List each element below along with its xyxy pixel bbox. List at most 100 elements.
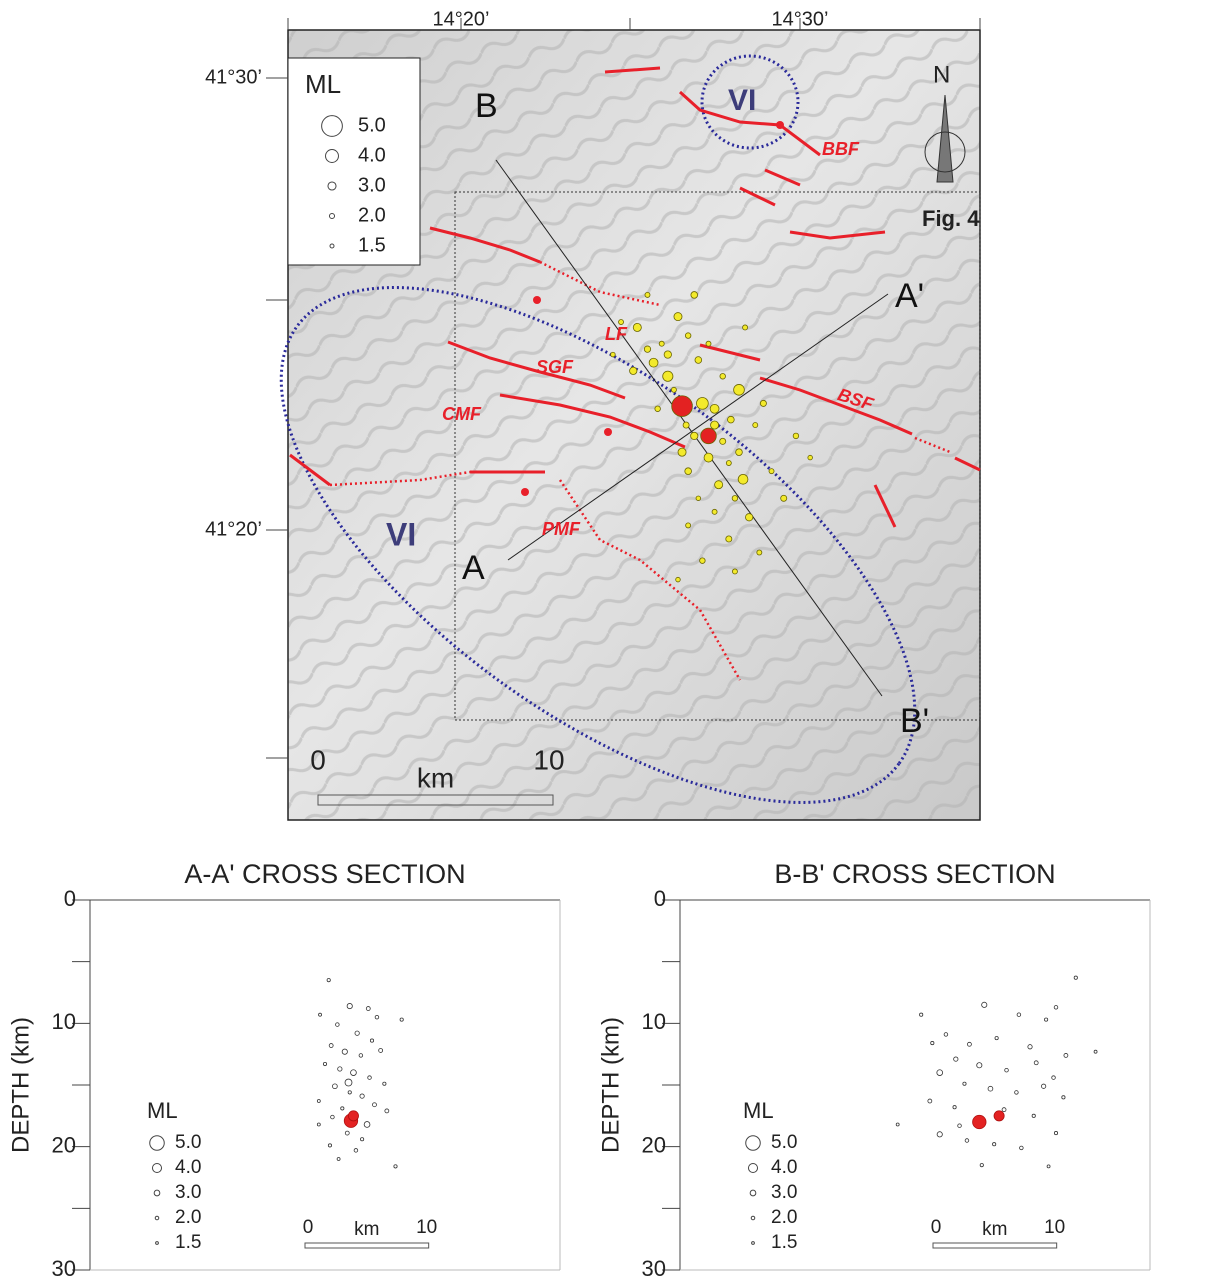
hypocenter	[1052, 1076, 1056, 1080]
epicenter	[736, 449, 743, 456]
hypocenter	[329, 1044, 333, 1048]
legend-title: ML	[743, 1098, 774, 1123]
hypocenter	[953, 1106, 956, 1109]
legend-label: 4.0	[358, 144, 386, 166]
hypocenter	[379, 1048, 383, 1052]
hypocenter	[1020, 1146, 1024, 1150]
legend-symbol	[750, 1190, 756, 1196]
epicenter	[715, 481, 723, 489]
hypocenter	[928, 1099, 932, 1103]
hypocenter	[993, 1143, 996, 1146]
y-tick-label: 0	[654, 886, 666, 911]
hypocenter	[1028, 1045, 1032, 1049]
legend-symbol	[322, 116, 343, 137]
hypocenter	[348, 1091, 351, 1094]
legend-label: 3.0	[175, 1182, 201, 1203]
figure: BBF LF SGF CMF BSF PMF VI VI A A' B B' F…	[0, 0, 1220, 1278]
epicenter	[711, 421, 719, 429]
epicenter	[732, 495, 738, 501]
legend-symbol	[154, 1190, 160, 1196]
legend-title: ML	[147, 1098, 178, 1123]
hypocenter	[1062, 1096, 1065, 1099]
epicenter	[664, 351, 671, 358]
epicenter	[720, 373, 726, 379]
scale-unit: km	[417, 762, 454, 793]
epicenter	[793, 433, 799, 439]
hypocenter	[1054, 1005, 1058, 1009]
hypocenter	[383, 1082, 386, 1085]
scale-unit: km	[982, 1219, 1007, 1240]
legend-label: 5.0	[771, 1132, 797, 1153]
section-label: B	[475, 87, 498, 125]
epicenter	[769, 469, 774, 474]
y-tick-label: 20	[642, 1132, 666, 1157]
legend-symbol	[328, 182, 336, 190]
y-tick-label: 30	[52, 1256, 76, 1278]
hypocenter	[370, 1039, 373, 1042]
legend-label: 4.0	[771, 1157, 797, 1178]
legend-symbol	[152, 1163, 161, 1172]
legend-label: 2.0	[175, 1207, 201, 1228]
mainshock	[672, 396, 693, 417]
hypocenter	[336, 1023, 340, 1027]
hypocenter	[372, 1103, 376, 1107]
hypocenter	[400, 1018, 403, 1021]
hypocenter	[345, 1131, 349, 1135]
north-label: N	[933, 61, 950, 88]
epicenter	[732, 569, 737, 574]
hypocenter	[973, 1115, 986, 1128]
hypocenter	[1041, 1084, 1045, 1088]
epicenter	[738, 474, 748, 484]
hypocenter	[995, 1036, 998, 1039]
hypocenter	[1054, 1131, 1057, 1134]
epicenter	[700, 558, 706, 564]
hypocenter	[359, 1054, 363, 1058]
inset-label: Fig. 4	[922, 206, 980, 231]
hypocenter	[323, 1062, 326, 1065]
legend-label: 1.5	[771, 1232, 797, 1253]
hypocenter	[394, 1165, 397, 1168]
scale-label: 0	[931, 1217, 942, 1238]
legend-label: 2.0	[358, 204, 386, 226]
epicenter	[691, 432, 698, 439]
hypocenter	[963, 1082, 966, 1085]
hypocenter	[1005, 1068, 1009, 1072]
hypocenter	[896, 1123, 899, 1126]
legend-symbol	[155, 1216, 159, 1220]
legend-symbol	[330, 244, 334, 248]
hypocenter	[920, 1013, 923, 1016]
hypocenter	[368, 1076, 372, 1080]
hypocenter	[351, 1070, 357, 1076]
hypocenter	[317, 1100, 320, 1103]
hypocenter	[1094, 1050, 1097, 1053]
epicenter	[695, 357, 702, 364]
fault-label: PMF	[542, 519, 581, 539]
lat-tick-label: 41°20’	[205, 518, 262, 540]
legend-label: 4.0	[175, 1157, 201, 1178]
epicenter	[659, 341, 664, 346]
legend-label: 3.0	[358, 174, 386, 196]
hypocenter	[988, 1086, 993, 1091]
hypocenter	[319, 1013, 322, 1016]
hypocenter	[348, 1111, 358, 1121]
hypocenter	[331, 1115, 335, 1119]
lon-tick-label: 14°20’	[433, 8, 490, 30]
epicenter	[655, 406, 661, 412]
epicenter	[691, 292, 698, 299]
mainshock	[701, 428, 717, 444]
epicenter	[619, 320, 624, 325]
hypocenter	[1064, 1053, 1068, 1057]
hypocenter	[937, 1070, 943, 1076]
scale-label: 10	[533, 744, 564, 775]
hypocenter	[360, 1138, 363, 1141]
hypocenter	[1044, 1018, 1047, 1021]
epicenter	[734, 384, 745, 395]
epicenter	[726, 536, 732, 542]
epicenter	[649, 358, 658, 367]
intensity-label: VI	[386, 516, 416, 552]
chart-title: B-B' CROSS SECTION	[774, 859, 1055, 889]
legend-label: 1.5	[175, 1232, 201, 1253]
epicenter	[712, 509, 717, 514]
hypocenter	[967, 1042, 971, 1046]
chart-title: A-A' CROSS SECTION	[184, 859, 465, 889]
